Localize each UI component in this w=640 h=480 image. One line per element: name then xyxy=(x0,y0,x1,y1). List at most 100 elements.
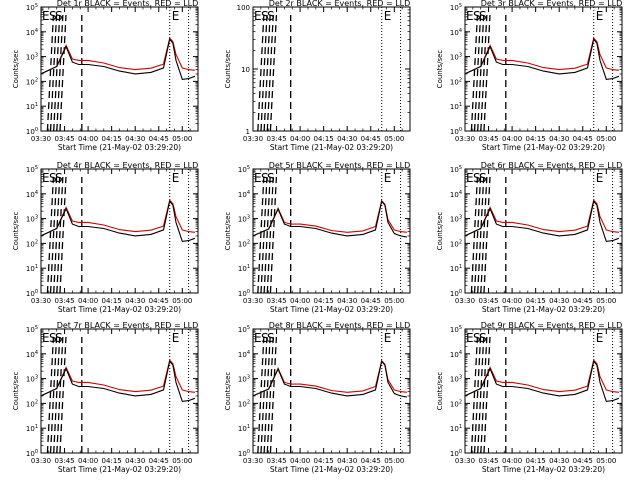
x-tick-label: 05:00 xyxy=(384,457,404,465)
marker-letter: E xyxy=(384,171,392,185)
detector-panel-9: Det 9r BLACK = Events, RED = LLD 100 101 10… xyxy=(436,321,623,474)
plot-frame xyxy=(252,168,411,294)
x-tick-label: 04:00 xyxy=(290,297,310,305)
series-lld-line xyxy=(465,359,619,397)
dashed-marker-line xyxy=(473,14,482,131)
y-tick-label: 101 xyxy=(26,264,38,273)
dashed-marker-line xyxy=(269,176,278,293)
x-tick-label: 05:00 xyxy=(596,297,616,305)
y-axis-label: Counts/sec xyxy=(12,372,20,411)
dashed-marker-line xyxy=(473,176,482,293)
plot-data xyxy=(253,169,408,293)
plot-data xyxy=(465,7,620,131)
panel-title: Det 3r BLACK = Events, RED = LLD xyxy=(481,0,623,8)
plot-data xyxy=(465,329,620,453)
dashed-marker-line xyxy=(263,14,271,131)
marker-letter: S xyxy=(267,9,275,23)
y-tick-label: 100 xyxy=(450,127,462,136)
panel-title: Det 9r BLACK = Events, RED = LLD xyxy=(481,321,623,330)
dashed-marker-line xyxy=(46,176,55,293)
x-tick-label: 04:45 xyxy=(573,135,593,143)
x-tick-label: 03:45 xyxy=(266,297,286,305)
marker-letter: S xyxy=(267,171,275,185)
x-tick-label: 05:00 xyxy=(596,457,616,465)
y-tick-label: 103 xyxy=(450,53,462,62)
series-events-line xyxy=(465,200,620,243)
dashed-marker-line xyxy=(56,176,64,293)
dashed-marker-line xyxy=(59,176,67,293)
y-tick-label: 102 xyxy=(26,399,38,408)
x-tick-label: 03:45 xyxy=(54,457,74,465)
x-tick-label: 03:30 xyxy=(31,135,51,143)
y-axis-label: Counts/sec xyxy=(436,372,444,411)
dashed-marker-line xyxy=(46,336,55,453)
dashed-marker-line xyxy=(260,336,268,453)
marker-letter: E xyxy=(466,9,474,23)
marker-letter: E xyxy=(172,171,180,185)
marker-letter: E xyxy=(172,331,180,345)
x-tick-label: 04:30 xyxy=(125,297,145,305)
marker-letter: E xyxy=(466,171,474,185)
x-tick-label: 04:00 xyxy=(290,457,310,465)
x-axis-label: Start Time (21-May-02 03:29:20) xyxy=(58,143,181,152)
marker-letter: E xyxy=(42,171,50,185)
x-tick-label: 04:15 xyxy=(314,135,334,143)
dashed-marker-line xyxy=(53,14,61,131)
series-events-line xyxy=(41,38,196,81)
dashed-marker-line xyxy=(46,14,55,131)
series-lld-line xyxy=(465,199,619,237)
x-tick-label: 04:30 xyxy=(549,297,569,305)
y-tick-label: 101 xyxy=(26,424,38,433)
y-tick-label: 103 xyxy=(450,375,462,384)
dashed-marker-line xyxy=(49,14,58,131)
y-tick-label: 105 xyxy=(238,325,250,334)
dashed-marker-line xyxy=(53,176,61,293)
marker-letter: S xyxy=(49,9,57,23)
x-tick-label: 05:00 xyxy=(384,135,404,143)
dashed-marker-line xyxy=(257,336,265,453)
dashed-marker-line xyxy=(263,176,271,293)
y-tick-label: 100 xyxy=(26,289,38,298)
y-tick-label: 105 xyxy=(26,3,38,12)
y-tick-label: 102 xyxy=(26,239,38,248)
dashed-marker-line xyxy=(266,14,274,131)
marker-letter: S xyxy=(261,171,269,185)
panel-title: Det 6r BLACK = Events, RED = LLD xyxy=(481,161,623,170)
x-tick-label: 03:45 xyxy=(54,297,74,305)
x-tick-label: 04:45 xyxy=(149,297,169,305)
marker-letter: E xyxy=(596,171,604,185)
x-tick-label: 04:00 xyxy=(502,297,522,305)
dashed-marker-line xyxy=(483,14,491,131)
y-tick-label: 104 xyxy=(450,28,462,37)
x-tick-label: 04:30 xyxy=(549,457,569,465)
x-tick-label: 04:15 xyxy=(526,457,546,465)
y-tick-label: 102 xyxy=(450,399,462,408)
x-tick-label: 03:45 xyxy=(54,135,74,143)
dashed-marker-line xyxy=(269,14,278,131)
x-tick-label: 04:15 xyxy=(102,135,122,143)
x-tick-label: 05:00 xyxy=(172,297,192,305)
x-tick-label: 05:00 xyxy=(384,297,404,305)
y-tick-label: 102 xyxy=(450,239,462,248)
x-tick-label: 03:30 xyxy=(243,297,263,305)
y-axis-label: Counts/sec xyxy=(436,50,444,89)
dashed-marker-line xyxy=(480,176,488,293)
dashed-marker-line xyxy=(470,336,479,453)
marker-letter: E xyxy=(42,9,50,23)
y-tick-label: 102 xyxy=(238,239,250,248)
y-tick-label: 102 xyxy=(450,77,462,86)
dashed-marker-line xyxy=(269,336,278,453)
x-tick-label: 04:15 xyxy=(314,297,334,305)
y-tick-label: 105 xyxy=(450,325,462,334)
marker-letter: S xyxy=(49,171,57,185)
marker-letter: E xyxy=(254,9,262,23)
y-tick-label: 104 xyxy=(26,190,38,199)
x-tick-label: 04:45 xyxy=(361,457,381,465)
x-axis-label: Start Time (21-May-02 03:29:20) xyxy=(58,465,181,474)
x-axis-label: Start Time (21-May-02 03:29:20) xyxy=(270,305,393,314)
series-events-line xyxy=(253,200,408,238)
y-tick-label: 101 xyxy=(450,264,462,273)
x-tick-label: 04:45 xyxy=(149,135,169,143)
dashed-marker-line xyxy=(473,336,482,453)
x-axis-label: Start Time (21-May-02 03:29:20) xyxy=(270,143,393,152)
